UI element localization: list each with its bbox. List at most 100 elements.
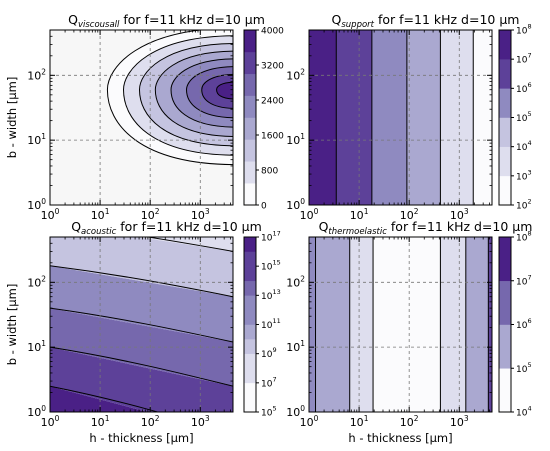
x-tick-label: 101 — [91, 414, 110, 429]
colorbar-tick-label: 106 — [516, 81, 532, 95]
colorbar-segment — [244, 73, 256, 96]
colorbar-tick-label: 104 — [516, 405, 532, 419]
colorbar-segment — [499, 59, 511, 89]
x-tick-label: 103 — [450, 207, 469, 222]
colorbar-tick-label: 0 — [261, 202, 267, 212]
x-axis-label: h - thickness [μm] — [348, 431, 452, 445]
y-tick-label: 100 — [286, 404, 305, 419]
colorbar-segment — [244, 382, 256, 398]
contour-band — [50, 386, 148, 412]
x-tick-label: 103 — [450, 414, 469, 429]
contour-band — [440, 30, 474, 205]
colorbar-tick-label: 104 — [516, 139, 532, 153]
plot-area-support — [309, 30, 492, 205]
contour-band — [137, 237, 233, 252]
x-tick-label: 102 — [141, 414, 160, 429]
contour-band — [373, 237, 441, 412]
contour-band — [50, 265, 233, 343]
contour-band — [440, 237, 466, 412]
colorbar-segment — [244, 324, 256, 340]
x-tick-label: 102 — [141, 207, 160, 222]
colorbar-segment — [499, 280, 511, 325]
colorbar-tick-label: 1015 — [261, 259, 281, 273]
colorbar-tick-label: 106 — [516, 317, 532, 331]
chart-title: Qviscousall for f=11 kHz d=10 μm — [68, 12, 265, 30]
axes-frame — [49, 29, 234, 206]
colorbar-segment — [499, 368, 511, 413]
colorbar-tick-label: 107 — [516, 52, 532, 66]
colorbar-segment — [244, 339, 256, 354]
plot-area-acoustic — [50, 237, 233, 412]
colorbar-frame — [243, 29, 257, 206]
chart-title: Qacoustic for f=11 kHz d=10 μm — [71, 219, 262, 237]
colorbar-segment — [244, 251, 256, 267]
colorbar-acoustic: 105 107 109 1011 1013 1015 1017 — [243, 230, 281, 419]
contour-band — [315, 237, 350, 412]
colorbar-segment — [244, 237, 256, 252]
y-tick-label: 102 — [27, 274, 46, 289]
y-axis-label: b - width [μm] — [5, 77, 19, 159]
x-tick-label: 100 — [300, 414, 319, 429]
y-tick-label: 101 — [27, 339, 46, 354]
x-tick-label: 101 — [350, 207, 369, 222]
colorbar-viscous: 0 800 1600 2400 3200 4000 — [243, 27, 284, 212]
y-tick-label: 101 — [286, 339, 305, 354]
contour-band — [50, 237, 233, 297]
x-tick-label: 100 — [300, 207, 319, 222]
colorbar-thermoelastic: 104 105 106 107 108 — [498, 230, 532, 419]
axes-frame — [308, 29, 493, 206]
colorbar-tick-label: 3200 — [261, 62, 284, 72]
colorbar-tick-label: 1013 — [261, 288, 281, 302]
colorbar-segment — [244, 51, 256, 75]
colorbar-tick-label: 108 — [516, 230, 532, 244]
colorbar-segment — [499, 117, 511, 147]
contour-line — [50, 265, 233, 298]
chart-title: Qsupport for f=11 kHz d=10 μm — [332, 12, 520, 30]
colorbar-tick-label: 105 — [516, 110, 532, 124]
contour-band — [309, 237, 316, 412]
colorbar-segment — [244, 266, 256, 282]
colorbar-segment — [499, 30, 511, 60]
colorbar-tick-label: 103 — [516, 168, 532, 182]
colorbar-segment — [244, 397, 256, 413]
y-tick-label: 102 — [27, 67, 46, 82]
colorbar-tick-label: 107 — [261, 375, 277, 389]
colorbar-support: 102 103 104 105 106 107 108 — [498, 23, 532, 212]
colorbar-tick-label: 2400 — [261, 97, 284, 107]
colorbar-tick-label: 105 — [516, 361, 532, 375]
colorbar-segment — [244, 183, 256, 206]
y-tick-label: 100 — [286, 197, 305, 212]
contour-band — [488, 237, 492, 412]
x-tick-label: 100 — [41, 414, 60, 429]
colorbar-tick-label: 109 — [261, 346, 277, 360]
colorbar-tick-label: 108 — [516, 23, 532, 37]
contour-line — [50, 346, 233, 387]
colorbar-segment — [499, 324, 511, 369]
colorbar-tick-label: 107 — [516, 273, 532, 287]
y-tick-label: 100 — [27, 197, 46, 212]
contour-band — [406, 30, 441, 205]
colorbar-segment — [244, 280, 256, 296]
colorbar-segment — [244, 95, 256, 118]
x-tick-label: 102 — [400, 207, 419, 222]
colorbar-segment — [244, 139, 256, 162]
x-tick-label: 102 — [400, 414, 419, 429]
contour-band — [473, 30, 492, 205]
colorbar-segment — [244, 309, 256, 325]
colorbar-segment — [499, 175, 511, 206]
y-axis-label: b - width [μm] — [5, 284, 19, 366]
plot-area-thermoelastic — [309, 237, 492, 412]
y-tick-label: 102 — [286, 274, 305, 289]
x-tick-label: 101 — [350, 414, 369, 429]
colorbar-segment — [244, 295, 256, 311]
chart-viscous: 100 101 102 103 100 101 102 Qviscousall for f=1… — [5, 12, 284, 222]
chart-title: Qthermoelastic for f=11 kHz d=10 μm — [319, 219, 533, 237]
contour-band — [216, 81, 233, 100]
y-tick-label: 100 — [27, 404, 46, 419]
colorbar-tick-label: 1600 — [261, 132, 284, 142]
colorbar-segment — [244, 368, 256, 384]
colorbar-segment — [499, 88, 511, 118]
colorbar-segment — [244, 117, 256, 140]
colorbar-tick-label: 102 — [516, 198, 532, 212]
